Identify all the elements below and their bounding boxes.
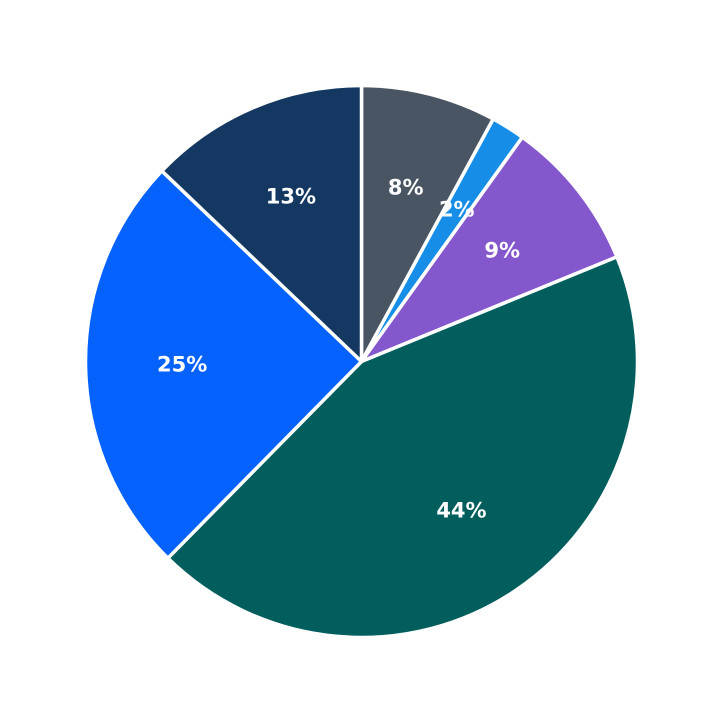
pie-slice-5: [160, 83, 364, 364]
pie-slice-label-3: 44%: [436, 498, 486, 522]
pie-slice-label-2: 9%: [484, 238, 520, 262]
pie-slice-label-0: 8%: [388, 176, 424, 200]
pie-slice-label-1: 2%: [439, 197, 475, 221]
pie-slice-4: [83, 169, 364, 560]
pie-labels: 8% 2% 9% 44% 25% 13%: [157, 176, 520, 523]
pie-slices: [83, 83, 640, 640]
pie-slice-2: [359, 135, 619, 364]
pie-slice-0: [359, 83, 496, 364]
pie-slice-3: [166, 255, 640, 640]
pie-slice-label-4: 25%: [157, 352, 207, 376]
pie-slice-label-5: 13%: [266, 185, 316, 209]
